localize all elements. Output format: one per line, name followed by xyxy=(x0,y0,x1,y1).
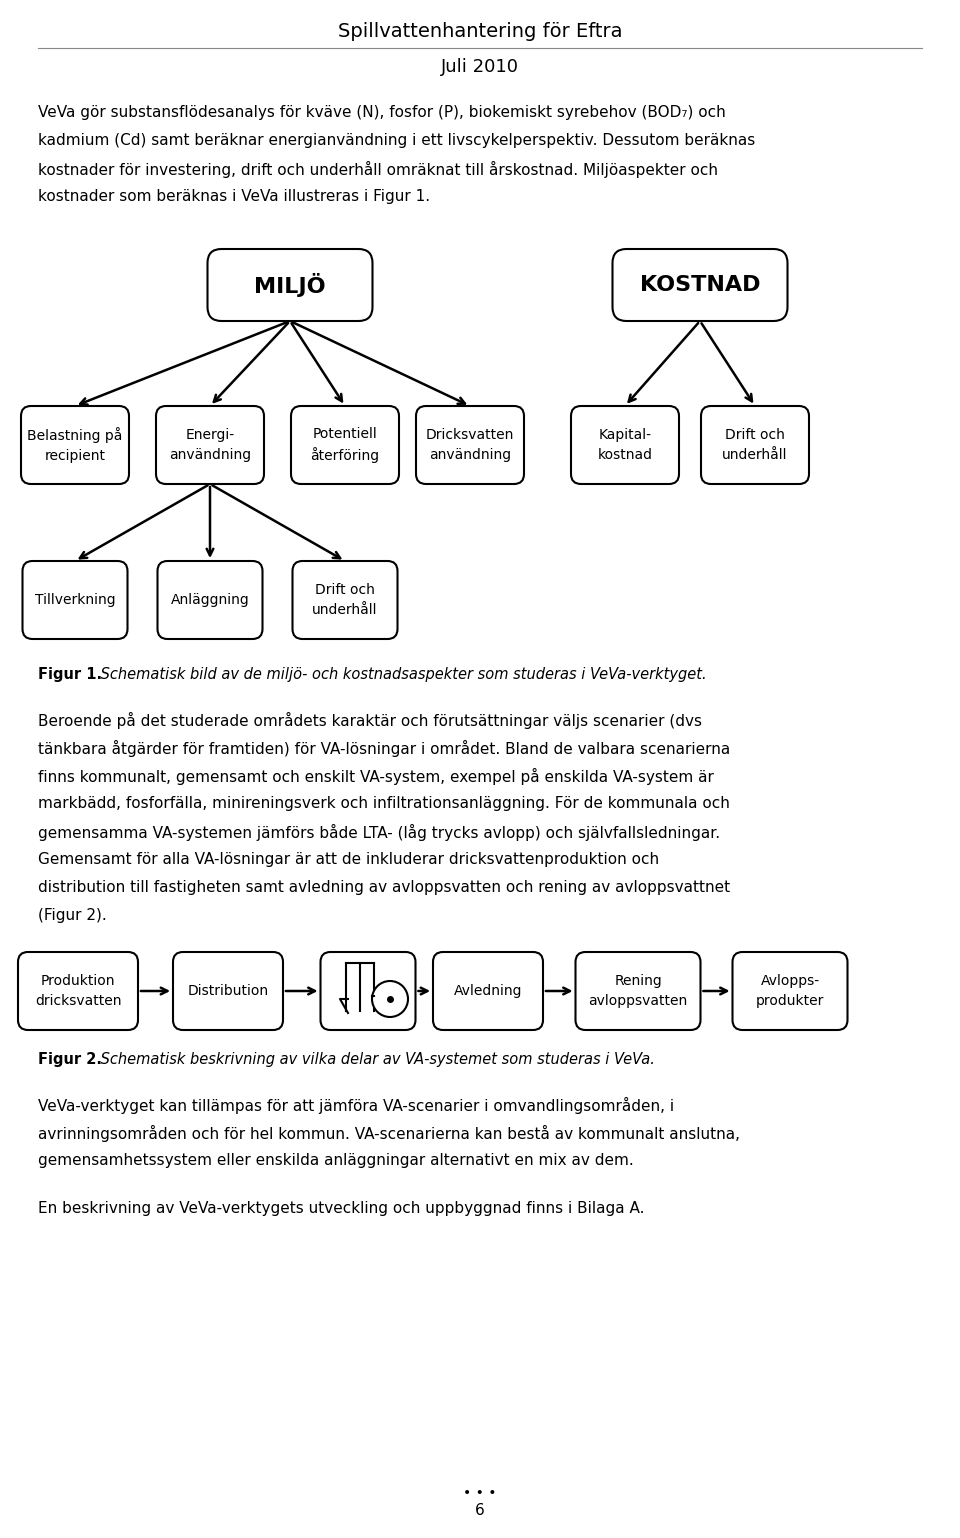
FancyBboxPatch shape xyxy=(575,952,701,1030)
FancyBboxPatch shape xyxy=(173,952,283,1030)
Text: markbädd, fosforfälla, minireningsverk och infiltrationsanläggning. För de kommu: markbädd, fosforfälla, minireningsverk o… xyxy=(38,797,730,811)
Text: Schematisk beskrivning av vilka delar av VA-systemet som studeras i VeVa.: Schematisk beskrivning av vilka delar av… xyxy=(96,1052,655,1067)
FancyBboxPatch shape xyxy=(732,952,848,1030)
Text: Rening
avloppsvatten: Rening avloppsvatten xyxy=(588,974,687,1007)
FancyBboxPatch shape xyxy=(701,406,809,484)
Text: Gemensamt för alla VA-lösningar är att de inkluderar dricksvattenproduktion och: Gemensamt för alla VA-lösningar är att d… xyxy=(38,852,660,867)
Text: Figur 2.: Figur 2. xyxy=(38,1052,102,1067)
FancyBboxPatch shape xyxy=(22,561,128,638)
Text: 6: 6 xyxy=(475,1503,485,1518)
FancyBboxPatch shape xyxy=(207,249,372,321)
Text: Beroende på det studerade områdets karaktär och förutsättningar väljs scenarier : Beroende på det studerade områdets karak… xyxy=(38,712,702,729)
Text: Spillvattenhantering för Eftra: Spillvattenhantering för Eftra xyxy=(338,22,622,42)
Text: En beskrivning av VeVa-verktygets utveckling och uppbyggnad finns i Bilaga A.: En beskrivning av VeVa-verktygets utveck… xyxy=(38,1201,644,1217)
Text: VeVa-verktyget kan tillämpas för att jämföra VA-scenarier i omvandlingsområden, : VeVa-verktyget kan tillämpas för att jäm… xyxy=(38,1097,674,1114)
Text: finns kommunalt, gemensamt och enskilt VA-system, exempel på enskilda VA-system : finns kommunalt, gemensamt och enskilt V… xyxy=(38,767,714,784)
Text: Figur 1.: Figur 1. xyxy=(38,667,102,681)
Text: Juli 2010: Juli 2010 xyxy=(441,58,519,75)
Text: VeVa gör substansflödesanalys för kväve (N), fosfor (P), biokemiskt syrebehov (B: VeVa gör substansflödesanalys för kväve … xyxy=(38,105,726,120)
Circle shape xyxy=(372,981,408,1017)
FancyBboxPatch shape xyxy=(293,561,397,638)
Text: Drift och
underhåll: Drift och underhåll xyxy=(312,583,377,617)
Text: Belastning på
recipient: Belastning på recipient xyxy=(27,428,123,463)
FancyBboxPatch shape xyxy=(433,952,543,1030)
Text: gemensamma VA-systemen jämförs både LTA- (låg trycks avlopp) och självfallsledni: gemensamma VA-systemen jämförs både LTA-… xyxy=(38,824,720,841)
Text: Produktion
dricksvatten: Produktion dricksvatten xyxy=(35,974,121,1007)
Text: kostnader för investering, drift och underhåll omräknat till årskostnad. Miljöas: kostnader för investering, drift och und… xyxy=(38,161,718,178)
FancyBboxPatch shape xyxy=(156,406,264,484)
Text: kadmium (Cd) samt beräknar energianvändning i ett livscykelperspektiv. Dessutom : kadmium (Cd) samt beräknar energianvändn… xyxy=(38,132,756,148)
Text: Potentiell
återföring: Potentiell återföring xyxy=(310,426,379,463)
FancyBboxPatch shape xyxy=(321,952,416,1030)
FancyBboxPatch shape xyxy=(416,406,524,484)
Text: kostnader som beräknas i VeVa illustreras i Figur 1.: kostnader som beräknas i VeVa illustrera… xyxy=(38,189,430,205)
FancyBboxPatch shape xyxy=(291,406,399,484)
Text: avrinningsområden och för hel kommun. VA-scenarierna kan bestå av kommunalt ansl: avrinningsområden och för hel kommun. VA… xyxy=(38,1124,740,1143)
Text: MILJÖ: MILJÖ xyxy=(254,274,325,297)
Text: distribution till fastigheten samt avledning av avloppsvatten och rening av avlo: distribution till fastigheten samt avled… xyxy=(38,880,731,895)
FancyBboxPatch shape xyxy=(612,249,787,321)
Text: Anläggning: Anläggning xyxy=(171,594,250,608)
Text: Dricksvatten
användning: Dricksvatten användning xyxy=(426,428,515,461)
Text: (Figur 2).: (Figur 2). xyxy=(38,907,107,923)
Text: tänkbara åtgärder för framtiden) för VA-lösningar i området. Bland de valbara sc: tänkbara åtgärder för framtiden) för VA-… xyxy=(38,740,731,757)
FancyBboxPatch shape xyxy=(21,406,129,484)
FancyBboxPatch shape xyxy=(18,952,138,1030)
Text: Tillverkning: Tillverkning xyxy=(35,594,115,608)
Text: Energi-
användning: Energi- användning xyxy=(169,428,252,461)
Text: • • •: • • • xyxy=(464,1486,496,1500)
Text: gemensamhetssystem eller enskilda anläggningar alternativt en mix av dem.: gemensamhetssystem eller enskilda anlägg… xyxy=(38,1154,634,1167)
Text: Schematisk bild av de miljö- och kostnadsaspekter som studeras i VeVa-verktyget.: Schematisk bild av de miljö- och kostnad… xyxy=(96,667,707,681)
Text: Drift och
underhåll: Drift och underhåll xyxy=(722,428,788,461)
FancyBboxPatch shape xyxy=(157,561,262,638)
FancyBboxPatch shape xyxy=(571,406,679,484)
Text: Avledning: Avledning xyxy=(454,984,522,998)
Text: Kapital-
kostnad: Kapital- kostnad xyxy=(597,428,653,461)
Text: Avlopps-
produkter: Avlopps- produkter xyxy=(756,974,825,1007)
Text: KOSTNAD: KOSTNAD xyxy=(639,275,760,295)
Text: Distribution: Distribution xyxy=(187,984,269,998)
